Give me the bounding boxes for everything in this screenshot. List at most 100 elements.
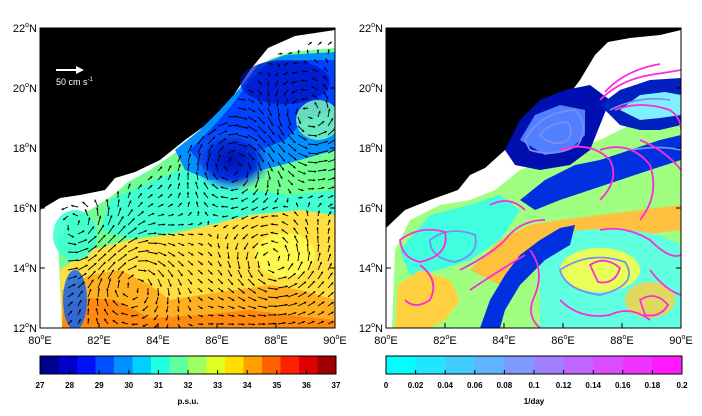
salinity-lon-tick-label: 86oE — [205, 334, 229, 347]
velocity-arrowhead — [331, 292, 334, 295]
velocity-arrowhead — [195, 201, 199, 204]
velocity-arrowhead — [155, 252, 158, 255]
velocity-arrowhead — [142, 220, 146, 223]
velocity-arrowhead — [281, 132, 284, 136]
velocity-arrowhead — [221, 205, 224, 208]
velocity-arrowhead — [210, 144, 213, 148]
velocity-arrowhead — [253, 298, 257, 302]
velocity-arrowhead — [286, 200, 289, 203]
velocity-arrowhead — [84, 209, 88, 212]
velocity-arrowhead — [141, 279, 144, 282]
velocity-arrowhead — [242, 299, 246, 302]
velocity-arrowhead — [303, 311, 306, 314]
velocity-arrowhead — [127, 282, 130, 285]
velocity-arrowhead — [244, 145, 248, 148]
velocity-arrowhead — [188, 299, 191, 303]
velocity-arrowhead — [263, 200, 266, 203]
velocity-arrowhead — [186, 191, 190, 194]
velocity-arrowhead — [244, 247, 247, 250]
velocity-arrowhead — [122, 293, 126, 296]
velocity-arrowhead — [272, 141, 275, 144]
salinity-colorbar-tick-label: 37 — [332, 381, 341, 390]
velocity-arrow — [327, 149, 335, 154]
velocity-arrowhead — [235, 115, 238, 118]
velocity-arrowhead — [209, 253, 213, 257]
velocity-arrowhead — [94, 262, 97, 266]
velocity-arrowhead — [300, 261, 303, 264]
velocity-arrowhead — [178, 192, 181, 196]
velocity-arrowhead — [200, 271, 203, 275]
velocity-arrowhead — [305, 234, 308, 238]
velocity-arrowhead — [230, 197, 233, 201]
velocity-arrowhead — [213, 128, 217, 132]
velocity-arrowhead — [196, 162, 200, 165]
velocity-arrowhead — [224, 166, 227, 170]
velocity-arrowhead — [105, 198, 109, 202]
velocity-arrowhead — [221, 322, 224, 326]
velocity-arrowhead — [124, 254, 127, 257]
velocity-arrowhead — [241, 217, 244, 220]
velocity-arrowhead — [316, 227, 319, 230]
salinity-colorbar-tick-label: 33 — [213, 381, 222, 390]
velocity-arrowhead — [81, 230, 85, 233]
velocity-arrowhead — [211, 183, 215, 187]
velocity-arrowhead — [279, 123, 283, 127]
velocity-arrowhead — [318, 110, 321, 114]
velocity-arrowhead — [271, 214, 274, 218]
salinity-colorbar-tick-label: 27 — [36, 381, 45, 390]
velocity-arrowhead — [331, 321, 334, 324]
velocity-arrowhead — [165, 310, 169, 313]
velocity-arrowhead — [79, 299, 82, 303]
velocity-arrowhead — [287, 253, 290, 256]
velocity-arrowhead — [155, 242, 158, 245]
velocity-arrowhead — [171, 213, 174, 217]
velocity-arrowhead — [180, 213, 184, 216]
velocity-arrowhead — [328, 253, 332, 257]
velocity-arrowhead — [280, 52, 283, 55]
scale-arrow-label: 50 cm s-1 — [56, 77, 94, 87]
velocity-arrowhead — [114, 289, 118, 293]
velocity-arrowhead — [170, 203, 173, 207]
velocity-arrowhead — [221, 314, 224, 317]
velocity-arrowhead — [186, 172, 190, 175]
velocity-arrowhead — [163, 243, 167, 246]
velocity-arrowhead — [281, 266, 285, 270]
velocity-arrowhead — [264, 290, 268, 293]
velocity-arrowhead — [262, 149, 266, 153]
velocity-arrowhead — [70, 301, 73, 304]
velocity-arrowhead — [262, 121, 265, 125]
velocity-arrowhead — [159, 166, 163, 170]
velocity-arrowhead — [224, 130, 228, 133]
velocity-arrowhead — [203, 182, 206, 185]
velocity-arrowhead — [160, 204, 164, 207]
velocity-arrowhead — [211, 322, 214, 326]
velocity-arrowhead — [189, 145, 192, 148]
velocity-arrowhead — [85, 256, 89, 259]
velocity-arrowhead — [316, 235, 320, 238]
velocity-arrowhead — [221, 176, 225, 180]
velocity-arrowhead — [180, 273, 183, 277]
velocity-arrowhead — [128, 200, 132, 203]
velocity-arrowhead — [110, 215, 113, 218]
velocity-arrowhead — [315, 161, 318, 164]
velocity-arrowhead — [201, 136, 204, 139]
velocity-arrowhead — [312, 311, 315, 314]
velocity-arrowhead — [61, 207, 64, 210]
velocity-arrowhead — [190, 263, 194, 266]
velocity-arrowhead — [305, 226, 308, 230]
velocity-arrowhead — [103, 234, 106, 238]
velocity-arrowhead — [278, 184, 281, 187]
velocity-arrowhead — [91, 279, 94, 283]
velocity-arrowhead — [294, 302, 298, 305]
velocity-arrowhead — [312, 291, 316, 294]
velocity-arrowhead — [216, 236, 219, 239]
velocity-arrowhead — [177, 301, 180, 304]
velocity-arrowhead — [211, 306, 214, 309]
velocity-arrowhead — [223, 225, 226, 229]
velocity-arrowhead — [300, 88, 303, 92]
velocity-arrowhead — [251, 216, 254, 220]
velocity-arrowhead — [245, 135, 249, 139]
velocity-arrowhead — [145, 259, 149, 262]
velocity-arrowhead — [189, 290, 192, 294]
velocity-arrowhead — [217, 245, 221, 249]
